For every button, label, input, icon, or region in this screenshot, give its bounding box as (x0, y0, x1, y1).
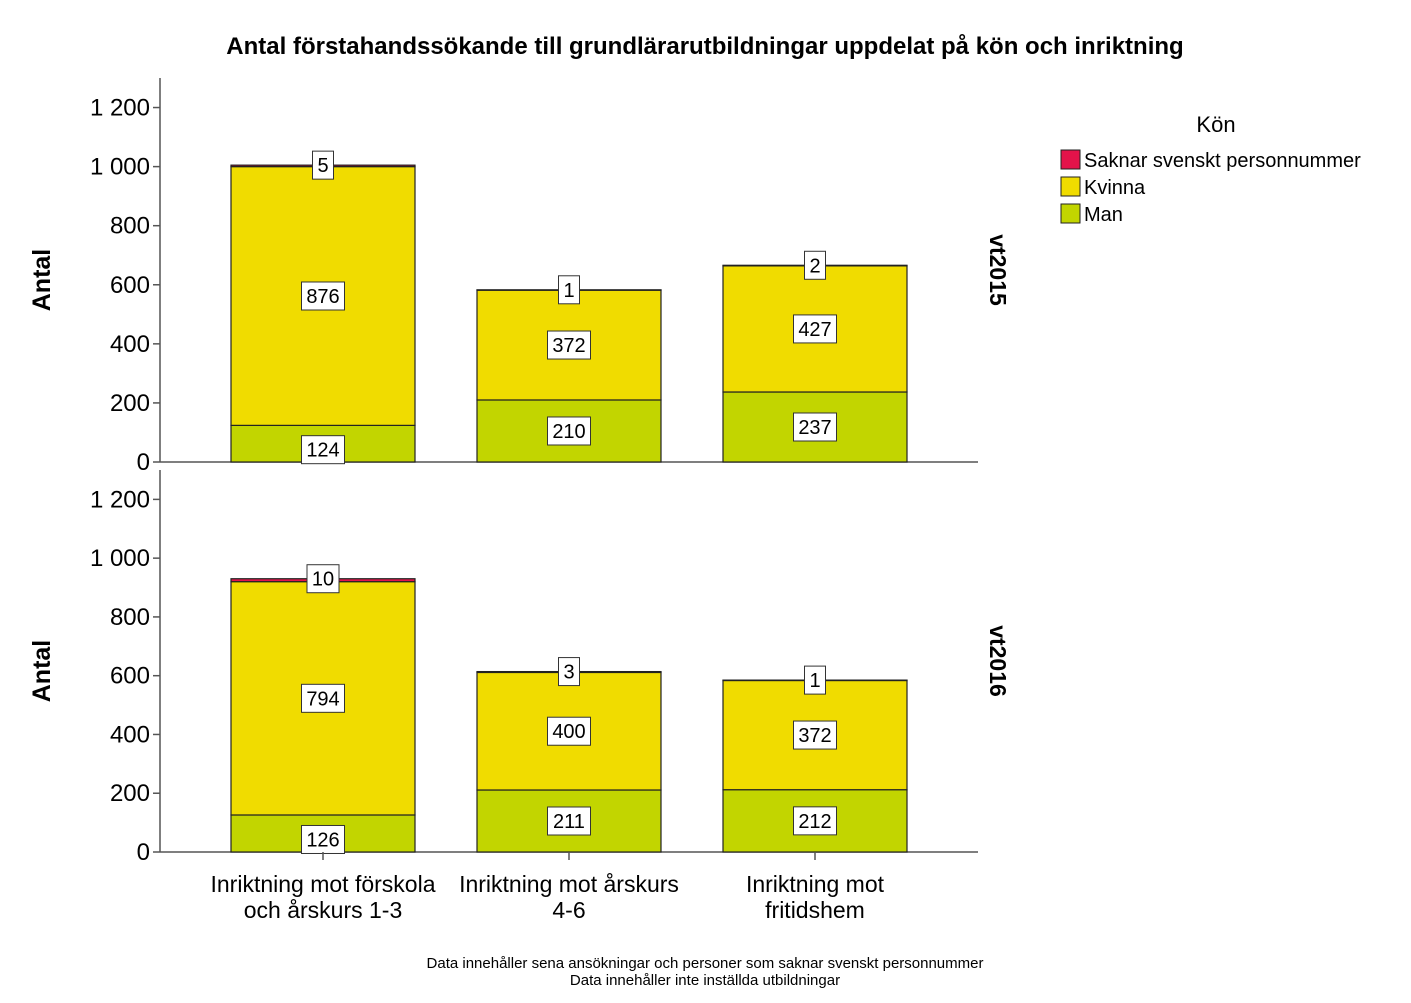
data-label: 210 (552, 421, 585, 443)
bar-segment-kvinna (722, 679, 908, 791)
footnote-2: Data innehåller inte inställda utbildnin… (570, 972, 840, 989)
data-label: 212 (798, 811, 831, 833)
data-label-box (558, 657, 580, 687)
data-label: 794 (306, 688, 339, 710)
data-label: 427 (798, 319, 831, 341)
data-label-box (301, 435, 345, 465)
data-label: 1 (563, 280, 574, 302)
x-tick-label: Inriktning mot (746, 871, 885, 897)
data-label-box (301, 683, 345, 713)
y-tick-label: 1 000 (90, 545, 150, 572)
data-label-box (312, 150, 334, 180)
legend-swatch (1060, 176, 1081, 197)
chart-title: Antal förstahandssökande till grundlärar… (226, 33, 1183, 60)
x-tick-label: Inriktning mot årskurs (459, 871, 679, 897)
legend-entry: Man (1084, 204, 1123, 226)
y-tick-label: 200 (110, 780, 150, 807)
data-label-box (306, 564, 340, 594)
data-label: 400 (552, 721, 585, 743)
y-tick-label: 600 (110, 663, 150, 690)
y-tick-label: 1 200 (90, 95, 150, 122)
data-label: 1 (809, 670, 820, 692)
data-label: 372 (798, 725, 831, 747)
y-tick-label: 200 (110, 390, 150, 417)
panel-label: vt2016 (985, 625, 1011, 697)
data-label: 2 (809, 255, 820, 277)
x-tick-label: fritidshem (765, 897, 865, 923)
data-label-box (547, 806, 591, 836)
data-label-box (558, 275, 580, 305)
legend-swatch (1060, 203, 1081, 224)
data-label-box (804, 250, 826, 280)
data-label-box (804, 665, 826, 695)
x-tick-label: 4-6 (552, 897, 585, 923)
y-axis-label: Antal (28, 640, 56, 703)
y-tick-label: 1 000 (90, 154, 150, 181)
data-label-box (301, 824, 345, 854)
legend-swatch (1060, 149, 1081, 170)
data-label: 124 (306, 440, 339, 462)
panel-vt2016: 0 200 400 600 800 1 000 1 200 Antal vt2016 126 794… (28, 470, 1011, 866)
data-label: 126 (306, 829, 339, 851)
data-label: 10 (312, 569, 334, 591)
footnote-1: Data innehåller sena ansökningar och per… (427, 955, 984, 972)
y-tick-label: 1 200 (90, 486, 150, 513)
y-tick-label: 0 (137, 839, 150, 866)
legend-entry: Kvinna (1084, 177, 1146, 199)
data-label-box (793, 806, 837, 836)
data-label-box (547, 330, 591, 360)
y-axis-label: Antal (28, 249, 56, 312)
panel-vt2015: 0 200 400 600 800 1 000 1 200 Antal vt2015 124 876… (28, 78, 1011, 476)
data-label: 3 (563, 662, 574, 684)
data-label: 5 (317, 155, 328, 177)
legend: Kön Saknar svenskt personnummer Kvinna Man (1060, 112, 1361, 226)
data-label-box (301, 281, 345, 311)
y-tick-label: 600 (110, 272, 150, 299)
data-label-box (547, 716, 591, 746)
legend-title: Kön (1196, 112, 1235, 137)
y-tick-label: 800 (110, 213, 150, 240)
y-tick-label: 400 (110, 331, 150, 358)
data-label: 237 (798, 417, 831, 439)
y-tick-label: 400 (110, 721, 150, 748)
legend-entry: Saknar svenskt personnummer (1084, 150, 1361, 172)
data-label: 372 (552, 335, 585, 357)
y-tick-label: 800 (110, 604, 150, 631)
x-tick-label: Inriktning mot förskola (211, 871, 436, 897)
data-label: 876 (306, 286, 339, 308)
panel-label: vt2015 (985, 234, 1011, 306)
data-label-box (547, 416, 591, 446)
data-label-box (793, 412, 837, 442)
data-label-box (793, 720, 837, 750)
y-tick-label: 0 (137, 449, 150, 476)
data-label-box (793, 314, 837, 344)
data-label: 211 (553, 811, 585, 833)
x-tick-label: och årskurs 1-3 (244, 897, 403, 923)
